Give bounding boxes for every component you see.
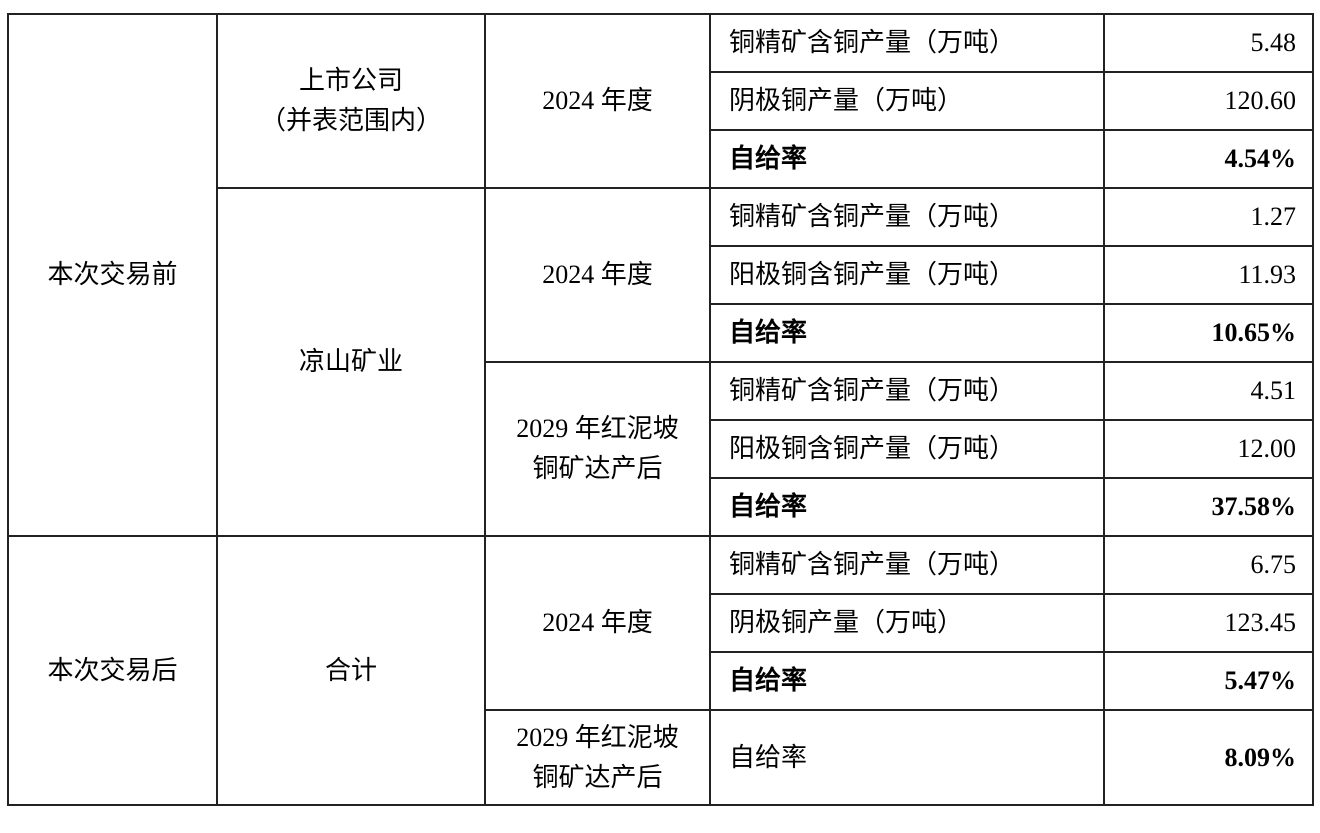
metric-label: 铜精矿含铜产量（万吨） [709,187,1105,247]
metric-value: 8.09% [1103,709,1314,806]
entity-name: 上市公司 [298,66,403,95]
table-row: 自给率 4.54% [8,129,1314,189]
period: 2024 年度 [484,187,711,363]
period: 2029 年红泥坡 铜矿达产后 [484,361,711,537]
stage-before: 本次交易前 [7,13,218,537]
metric-label: 阳极铜含铜产量（万吨） [709,419,1105,479]
table-row: 自给率 37.58% [8,477,1314,537]
entity-scope: （并表范围内） [259,106,442,135]
entity-listed: 上市公司 （并表范围内） [216,13,486,189]
table-row: 凉山矿业 2024 年度 铜精矿含铜产量（万吨） 1.27 [8,187,1314,537]
metric-label: 自给率 [709,651,1105,711]
copper-self-sufficiency-table: 本次交易前 上市公司 （并表范围内） 2024 年度 铜精矿含铜产量（万吨） 5.… [7,13,1314,806]
metric-value: 5.47% [1103,651,1314,711]
metric-label: 阳极铜含铜产量（万吨） [709,245,1105,305]
entity-liangshan: 凉山矿业 [216,187,486,537]
metric-value: 11.93 [1103,245,1314,305]
table-row: 2029 年红泥坡 铜矿达产后 自给率 8.09% [8,709,1314,806]
metric-label: 铜精矿含铜产量（万吨） [709,535,1105,595]
metric-label: 自给率 [709,709,1105,806]
metric-value: 10.65% [1103,303,1314,363]
table-row: 本次交易后 合计 2024 年度 铜精矿含铜产量（万吨） 6.75 [7,535,1314,806]
entity-total: 合计 [216,535,486,806]
metric-value: 12.00 [1103,419,1314,479]
table-row: 2029 年红泥坡 铜矿达产后 铜精矿含铜产量（万吨） 4.51 [8,361,1314,537]
table-row: 阴极铜产量（万吨） 123.45 [8,593,1314,653]
metric-value: 6.75 [1103,535,1314,595]
table-row: 阴极铜产量（万吨） 120.60 [8,71,1314,131]
metric-label: 自给率 [709,129,1105,189]
table-row: 本次交易前 上市公司 （并表范围内） 2024 年度 铜精矿含铜产量（万吨） 5.… [7,13,1314,537]
metric-value: 37.58% [1103,477,1314,537]
period: 2024 年度 [484,13,711,189]
period-line: 铜矿达产后 [532,454,663,483]
period: 2024 年度 [484,535,711,711]
table-row: 阳极铜含铜产量（万吨） 11.93 [8,245,1314,305]
metric-value: 1.27 [1103,187,1314,247]
stage-after: 本次交易后 [7,535,218,806]
metric-label: 自给率 [709,477,1105,537]
metric-value: 5.48 [1103,13,1314,73]
metric-value: 123.45 [1103,593,1314,653]
metric-label: 铜精矿含铜产量（万吨） [709,13,1105,73]
table-row: 自给率 10.65% [8,303,1314,363]
table-row: 自给率 5.47% [8,651,1314,711]
period: 2029 年红泥坡 铜矿达产后 [484,709,711,806]
metric-label: 阴极铜产量（万吨） [709,71,1105,131]
metric-value: 120.60 [1103,71,1314,131]
metric-value: 4.51 [1103,361,1314,421]
period-line: 2029 年红泥坡 [516,722,679,752]
metric-label: 自给率 [709,303,1105,363]
metric-value: 4.54% [1103,129,1314,189]
table-row: 阳极铜含铜产量（万吨） 12.00 [8,419,1314,479]
period-line: 2029 年红泥坡 [516,414,679,443]
period-line: 铜矿达产后 [532,762,663,792]
metric-label: 阴极铜产量（万吨） [709,593,1105,653]
metric-label: 铜精矿含铜产量（万吨） [709,361,1105,421]
